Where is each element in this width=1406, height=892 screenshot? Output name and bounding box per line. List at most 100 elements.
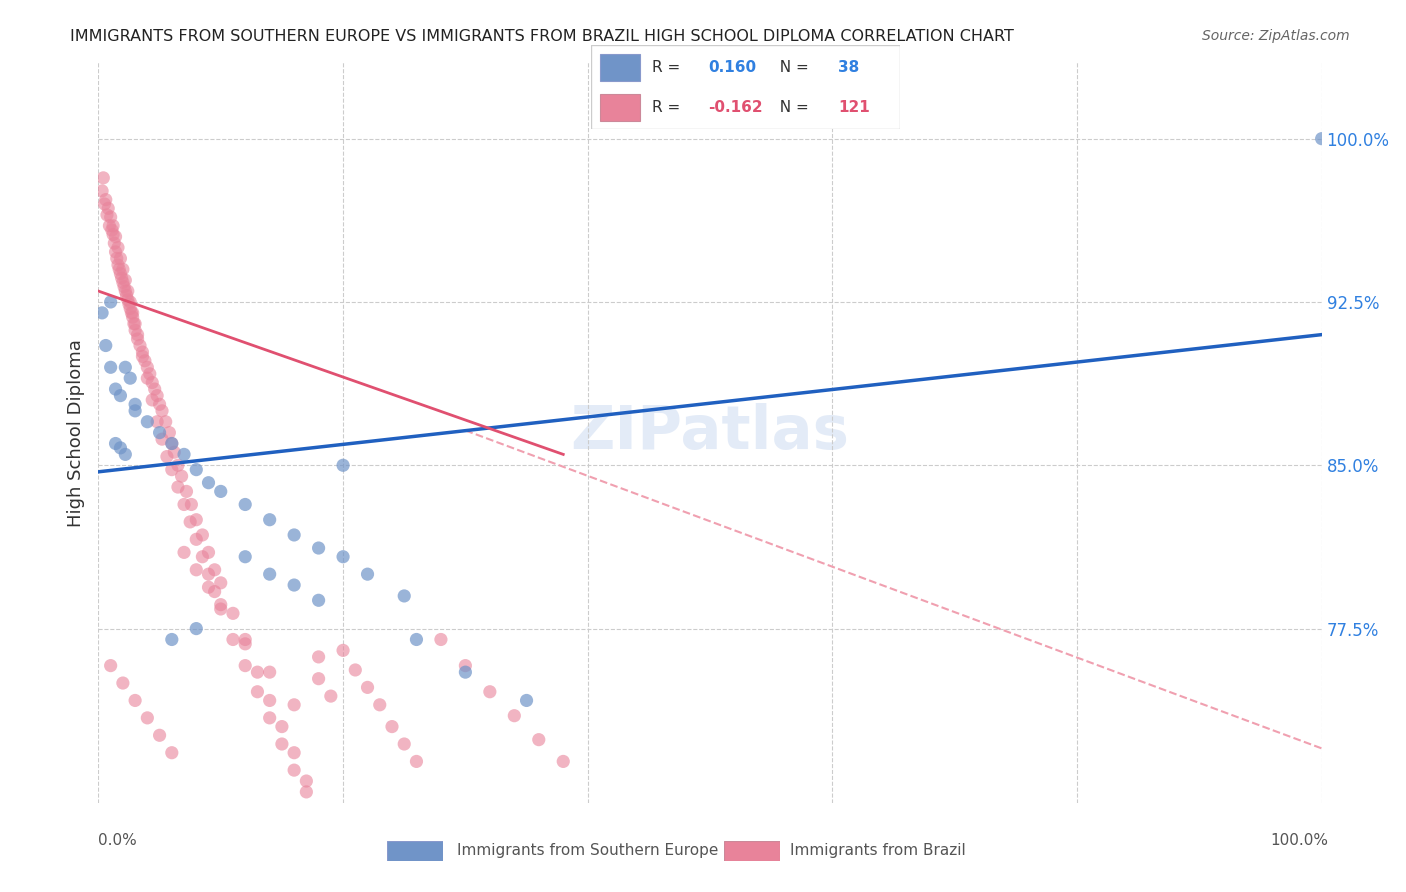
Point — [101, 219, 124, 233]
Text: Source: ZipAtlas.com: Source: ZipAtlas.com — [1202, 29, 1350, 43]
Point — [114, 447, 136, 461]
Point — [149, 397, 172, 411]
Point — [295, 785, 318, 799]
Point — [405, 755, 427, 769]
Text: 38: 38 — [838, 60, 859, 75]
Point — [454, 665, 477, 680]
Point — [283, 698, 305, 712]
Point — [118, 297, 141, 311]
Point — [141, 392, 163, 407]
Point — [100, 360, 122, 375]
Point — [98, 219, 121, 233]
Point — [233, 632, 256, 647]
Point — [197, 475, 219, 490]
Point — [356, 567, 378, 582]
Point — [104, 382, 127, 396]
Point — [105, 252, 128, 266]
Point — [186, 533, 208, 547]
Point — [111, 676, 134, 690]
Point — [478, 684, 501, 698]
Point — [308, 649, 330, 664]
Point — [121, 306, 143, 320]
Point — [233, 498, 256, 512]
Point — [110, 388, 132, 402]
Point — [503, 708, 526, 723]
Text: R =: R = — [652, 100, 686, 115]
Point — [246, 665, 269, 680]
Point — [233, 658, 256, 673]
Point — [283, 578, 305, 592]
Point — [283, 763, 305, 777]
Point — [94, 193, 117, 207]
Point — [136, 711, 159, 725]
Point — [100, 295, 122, 310]
Point — [283, 746, 305, 760]
Point — [209, 598, 232, 612]
Point — [191, 528, 214, 542]
Point — [259, 513, 281, 527]
Point — [209, 575, 232, 590]
Text: 100.0%: 100.0% — [1271, 833, 1329, 847]
Point — [124, 693, 146, 707]
Point — [114, 284, 136, 298]
Point — [259, 665, 281, 680]
Point — [107, 258, 129, 272]
Point — [129, 338, 152, 352]
Point — [454, 658, 477, 673]
Point — [222, 632, 245, 647]
Point — [122, 317, 145, 331]
Text: 121: 121 — [838, 100, 870, 115]
Text: ZIPatlas: ZIPatlas — [571, 403, 849, 462]
Point — [141, 376, 163, 390]
Point — [136, 371, 159, 385]
Point — [515, 693, 537, 707]
Text: N =: N = — [770, 100, 814, 115]
Point — [270, 737, 294, 751]
Point — [332, 643, 354, 657]
Point — [146, 388, 169, 402]
Point — [233, 549, 256, 564]
Point — [186, 563, 208, 577]
Point — [120, 306, 142, 320]
Point — [173, 447, 195, 461]
Point — [117, 293, 139, 307]
Text: R =: R = — [652, 60, 686, 75]
Point — [108, 262, 131, 277]
Point — [94, 338, 117, 352]
Point — [246, 684, 269, 698]
Point — [191, 549, 214, 564]
Point — [553, 755, 575, 769]
FancyBboxPatch shape — [591, 45, 900, 129]
Point — [332, 458, 354, 473]
Point — [156, 450, 179, 464]
Point — [173, 545, 195, 559]
Point — [332, 549, 354, 564]
Text: 0.160: 0.160 — [709, 60, 756, 75]
Point — [120, 301, 142, 316]
Point — [160, 746, 183, 760]
Point — [97, 202, 120, 216]
Text: 0.0%: 0.0% — [98, 833, 138, 847]
Point — [103, 236, 125, 251]
Point — [139, 367, 162, 381]
Point — [308, 672, 330, 686]
Point — [270, 720, 294, 734]
Point — [149, 425, 172, 440]
Point — [209, 602, 232, 616]
Point — [101, 227, 124, 242]
Point — [356, 681, 378, 695]
Point — [173, 498, 195, 512]
Point — [127, 327, 149, 342]
Point — [368, 698, 391, 712]
Point — [111, 262, 134, 277]
Point — [197, 545, 219, 559]
Text: IMMIGRANTS FROM SOUTHERN EUROPE VS IMMIGRANTS FROM BRAZIL HIGH SCHOOL DIPLOMA CO: IMMIGRANTS FROM SOUTHERN EUROPE VS IMMIG… — [70, 29, 1014, 44]
Point — [392, 589, 416, 603]
Point — [127, 332, 149, 346]
Point — [117, 284, 139, 298]
Point — [124, 397, 146, 411]
Point — [259, 693, 281, 707]
Point — [121, 310, 143, 325]
Point — [259, 711, 281, 725]
Point — [143, 382, 166, 396]
